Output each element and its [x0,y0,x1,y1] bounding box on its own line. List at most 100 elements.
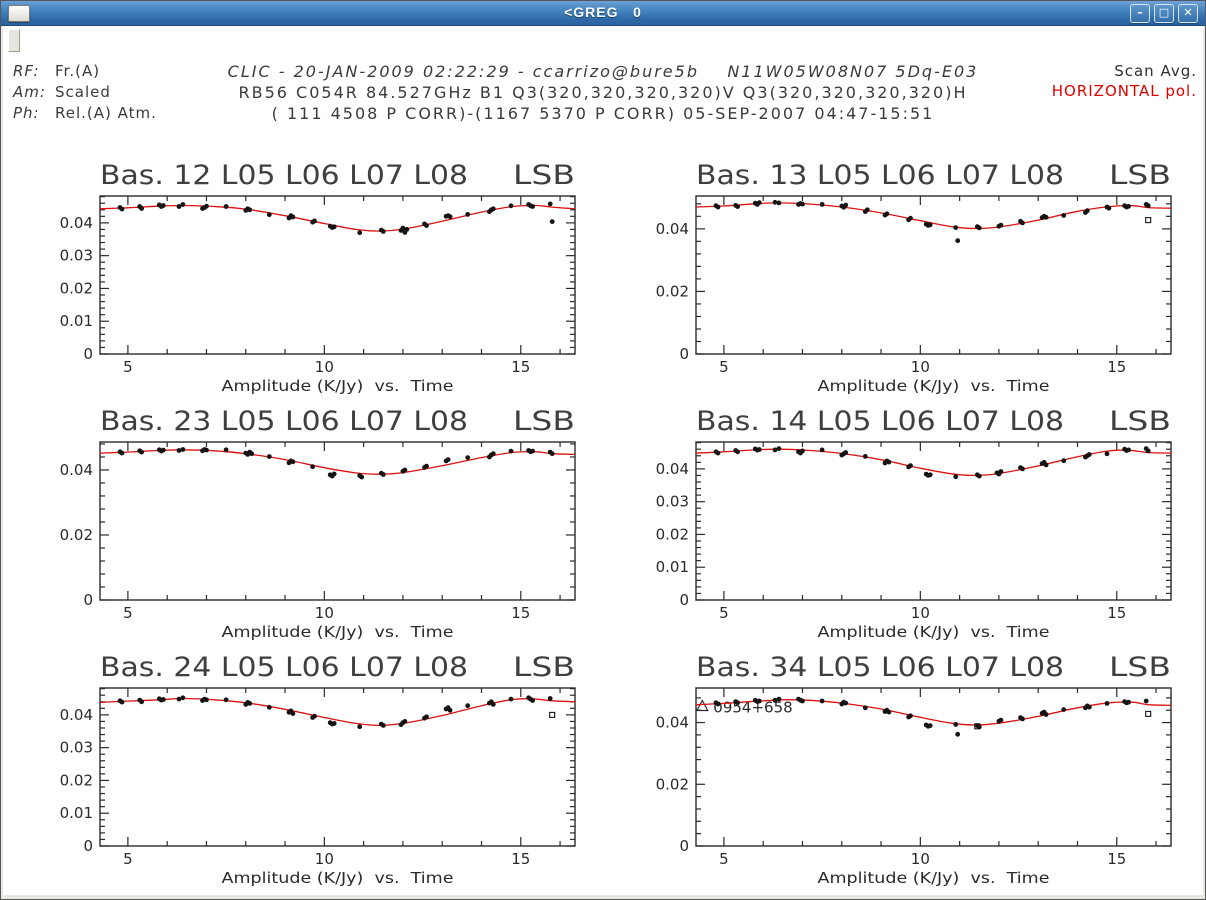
data-point [1084,208,1090,214]
data-point [249,451,255,457]
data-point [380,723,386,728]
data-point [864,207,870,213]
data-point [139,449,144,455]
y-tick-label: 0.01 [60,804,93,822]
x-tick-label: 15 [1107,604,1126,622]
flagged-data-point [1145,710,1152,717]
plot-title: Bas. 13 L05 L06 L07 L08 [696,160,1064,191]
subplot-bas-12: Bas. 12 L05 L06 L07 L08 LSB 5 10 15 0 0.01 0.02… [60,160,576,395]
x-tick-label: 10 [911,604,930,622]
data-point [772,199,778,205]
data-point [1126,203,1131,209]
data-point [402,467,408,473]
window-menu-icon[interactable] [8,5,30,22]
data-point [547,696,553,701]
fit-curve [99,204,576,232]
data-point [312,713,317,719]
x-tick-label: 5 [719,604,729,622]
data-point [1104,451,1110,457]
data-point [204,447,209,453]
data-point [776,696,782,702]
titlebar[interactable]: <GREG 0 – □ ✕ [1,1,1205,26]
data-point [955,731,961,737]
data-point [1126,699,1131,705]
data-point [1145,203,1151,209]
data-point [953,722,959,727]
plot-title: Bas. 24 L05 L06 L07 L08 [100,652,468,683]
plot-title: Bas. 34 L05 L06 L07 L08 [696,652,1064,683]
maximize-button[interactable]: □ [1154,4,1174,23]
data-point [1061,213,1067,218]
fit-curve [695,202,1172,230]
y-tick-label: 0 [83,591,93,609]
flagged-data-point [549,711,556,718]
y-tick-label: 0.02 [60,771,93,789]
data-point [508,203,514,209]
sideband-label: LSB [1109,160,1171,191]
data-point [160,203,166,208]
data-point [223,447,229,453]
y-tick-label: 0.04 [656,714,689,732]
data-point [508,696,514,702]
window-title: <GREG 0 [564,4,642,20]
data-point [998,222,1004,228]
x-tick-label: 10 [315,358,334,376]
x-axis-label: Amplitude (K/Jy) vs. Time [818,377,1050,395]
data-point [1043,214,1049,220]
data-point [465,455,471,460]
data-point [357,230,363,236]
data-point [424,463,429,469]
axis-box [695,441,1172,601]
plot-title: Bas. 14 L05 L06 L07 L08 [696,406,1064,437]
x-tick-label: 5 [123,850,133,868]
data-point [357,724,363,730]
subplot-bas-34: Bas. 34 L05 L06 L07 L08 LSB 5 10 15 0 0.02 0.04… [656,652,1172,887]
data-point [530,448,535,454]
data-point [180,447,186,452]
x-axis-label: Amplitude (K/Jy) vs. Time [818,869,1050,887]
data-point [290,459,296,465]
data-point [756,447,762,452]
data-point [400,225,406,231]
data-point [290,214,296,220]
data-point [735,449,740,455]
data-point [843,202,849,208]
data-point [119,699,125,705]
data-point [176,448,182,453]
y-tick-label: 0 [679,345,689,363]
data-point [404,227,410,232]
data-point [424,223,429,228]
data-point [756,200,762,205]
data-point [955,238,961,244]
plot-title: Bas. 23 L05 L06 L07 L08 [100,406,468,437]
x-tick-label: 5 [719,850,729,868]
ph-key: Ph: [13,104,40,122]
data-point [530,204,535,209]
data-point [119,206,125,212]
data-point [772,447,778,453]
am-key: Am: [13,83,46,101]
y-tick-label: 0 [83,345,93,363]
flagged-data-point [974,723,981,730]
data-point [549,451,555,457]
data-point [1061,458,1067,464]
data-point [1020,466,1025,472]
am-value: Scaled [55,83,111,101]
data-point [819,202,825,207]
data-point [908,713,913,719]
data-point [800,448,805,454]
header-receiver-line: RB56 C054R 84.527GHz B1 Q3(320,320,320,3… [238,83,968,102]
data-point [266,454,272,459]
data-point [530,698,535,703]
data-point [800,201,805,207]
flagged-data-point [1145,217,1152,224]
y-tick-label: 0 [679,837,689,855]
data-point [862,705,868,711]
close-button[interactable]: ✕ [1178,4,1198,23]
data-point [160,697,166,702]
header-rf-row: RF: Fr.(A) [13,62,157,83]
data-point [490,206,496,212]
header-session-line: CLIC - 20-JAN-2009 02:22:29 - ccarrizo@b… [227,62,979,81]
data-point [139,206,144,211]
minimize-button[interactable]: – [1130,4,1150,23]
